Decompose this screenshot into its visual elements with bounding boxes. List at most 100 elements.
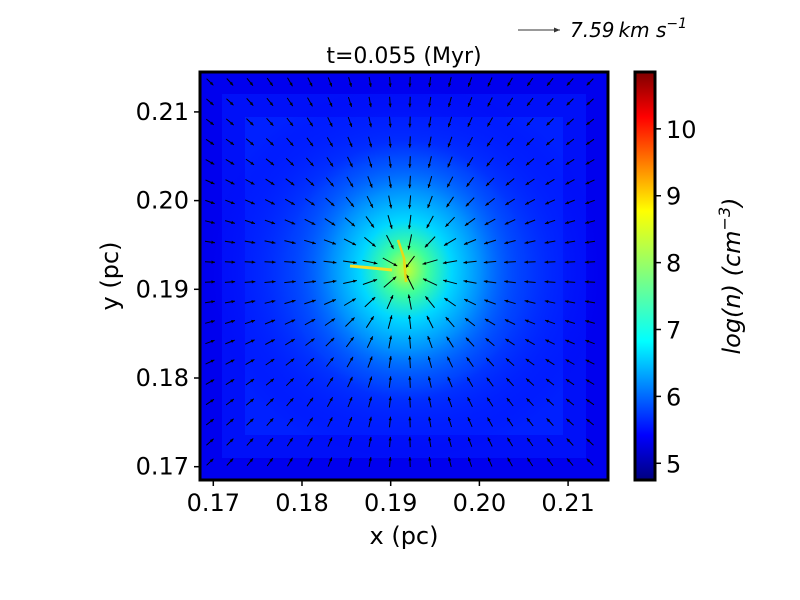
velocity-arrowhead [485, 338, 490, 342]
velocity-arrowhead [467, 163, 471, 167]
velocity-arrowhead [270, 161, 274, 166]
velocity-arrowhead [408, 315, 412, 319]
velocity-arrowhead [428, 143, 432, 148]
velocity-arrowhead [566, 418, 571, 423]
velocity-arrowhead [486, 357, 490, 362]
velocity-arrowhead [369, 203, 373, 208]
velocity-arrowhead [229, 438, 234, 443]
velocity-arrowhead [545, 161, 550, 165]
velocity-arrowhead [251, 260, 256, 264]
velocity-arrowhead [585, 220, 589, 224]
velocity-arrowhead [230, 399, 234, 403]
velocity-arrowhead [487, 122, 491, 127]
velocity-arrowhead [408, 164, 412, 168]
velocity-arrowhead [388, 164, 392, 168]
velocity-arrowhead [428, 436, 432, 441]
velocity-arrowhead [271, 280, 276, 284]
velocity-arrowhead [586, 399, 590, 403]
velocity-arrowhead [486, 182, 490, 186]
velocity-arrowhead [352, 242, 356, 246]
velocity-arrowhead [426, 315, 430, 320]
velocity-arrowhead [270, 181, 275, 185]
velocity-arrowhead [524, 299, 529, 303]
velocity-arrowhead [210, 161, 215, 165]
velocity-arrowhead [428, 457, 432, 461]
velocity-arrowhead [585, 240, 589, 244]
velocity-arrowhead [292, 280, 296, 284]
velocity-arrowhead [309, 417, 313, 422]
velocity-arrowhead [350, 337, 354, 341]
velocity-arrowhead [312, 241, 316, 245]
velocity-arrowhead [251, 280, 256, 284]
velocity-arrowhead [426, 224, 430, 229]
velocity-arrowhead [269, 82, 273, 86]
velocity-arrowhead [408, 123, 412, 128]
velocity-arrowhead [427, 184, 431, 188]
velocity-arrowhead [290, 378, 294, 382]
velocity-arrowhead [388, 83, 392, 87]
velocity-arrowhead [506, 378, 510, 382]
velocity-arrowhead [443, 279, 447, 283]
colorbar-tick-label: 7 [666, 317, 681, 345]
velocity-arrowhead [230, 339, 235, 343]
velocity-arrowhead [271, 240, 276, 244]
velocity-arrowhead [507, 122, 511, 127]
velocity-arrowhead [584, 280, 589, 284]
velocity-arrowhead [422, 261, 427, 265]
velocity-arrowhead [331, 222, 336, 226]
velocity-arrowhead [565, 220, 569, 224]
velocity-arrowhead [467, 377, 471, 381]
colorbar-tick-label: 9 [666, 183, 681, 211]
velocity-arrowhead [464, 241, 468, 245]
velocity-arrowhead [270, 359, 275, 363]
velocity-arrowhead [388, 103, 392, 108]
velocity-arrowhead [427, 204, 431, 209]
velocity-arrowhead [329, 437, 333, 442]
velocity-arrowhead [251, 221, 255, 224]
velocity-arrowhead [269, 438, 273, 442]
velocity-arrowhead [467, 102, 471, 107]
velocity-arrowhead [392, 276, 397, 281]
velocity-arrowhead [249, 418, 254, 423]
velocity-arrowhead [270, 141, 274, 146]
velocity-arrowhead [408, 184, 412, 189]
velocity-arrowhead [331, 318, 335, 322]
y-tick-label: 0.18 [136, 364, 189, 392]
velocity-arrowhead [230, 379, 235, 383]
x-tick-label: 0.20 [453, 489, 506, 517]
velocity-field-arrows [204, 76, 596, 468]
velocity-arrowhead [507, 437, 511, 442]
velocity-arrowhead [231, 280, 236, 284]
velocity-arrowhead [505, 338, 510, 343]
velocity-arrowhead [332, 279, 337, 284]
velocity-arrowhead [309, 397, 313, 402]
velocity-arrowhead [408, 396, 412, 400]
velocity-arrowhead [445, 223, 449, 227]
velocity-arrowhead [526, 161, 530, 166]
velocity-arrowhead [527, 102, 531, 106]
velocity-arrowhead [463, 279, 468, 283]
velocity-arrowhead [507, 417, 511, 422]
velocity-arrowhead [310, 182, 315, 186]
velocity-arrowhead [270, 398, 274, 402]
velocity-arrowhead [209, 438, 214, 443]
velocity-arrowhead [270, 201, 275, 205]
velocity-arrowhead [388, 436, 392, 441]
velocity-arrowhead [408, 103, 412, 108]
velocity-arrowhead [506, 142, 511, 146]
velocity-arrowhead [210, 201, 215, 204]
velocity-arrowhead [447, 183, 451, 188]
velocity-arrowhead [269, 122, 274, 126]
velocity-arrowhead [289, 457, 293, 462]
velocity-arrowhead [332, 299, 336, 303]
velocity-arrowhead [270, 378, 274, 383]
velocity-arrowhead [547, 458, 551, 462]
velocity-arrowhead [408, 457, 412, 461]
velocity-arrowhead [566, 438, 571, 443]
velocity-arrowhead [210, 121, 214, 125]
velocity-arrowhead [209, 458, 214, 463]
velocity-arrowhead [448, 437, 452, 441]
velocity-arrowhead [428, 123, 432, 128]
velocity-arrowhead [230, 201, 235, 205]
velocity-arrowhead [488, 457, 491, 462]
